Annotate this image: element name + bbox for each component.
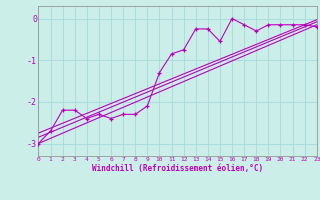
- X-axis label: Windchill (Refroidissement éolien,°C): Windchill (Refroidissement éolien,°C): [92, 164, 263, 173]
